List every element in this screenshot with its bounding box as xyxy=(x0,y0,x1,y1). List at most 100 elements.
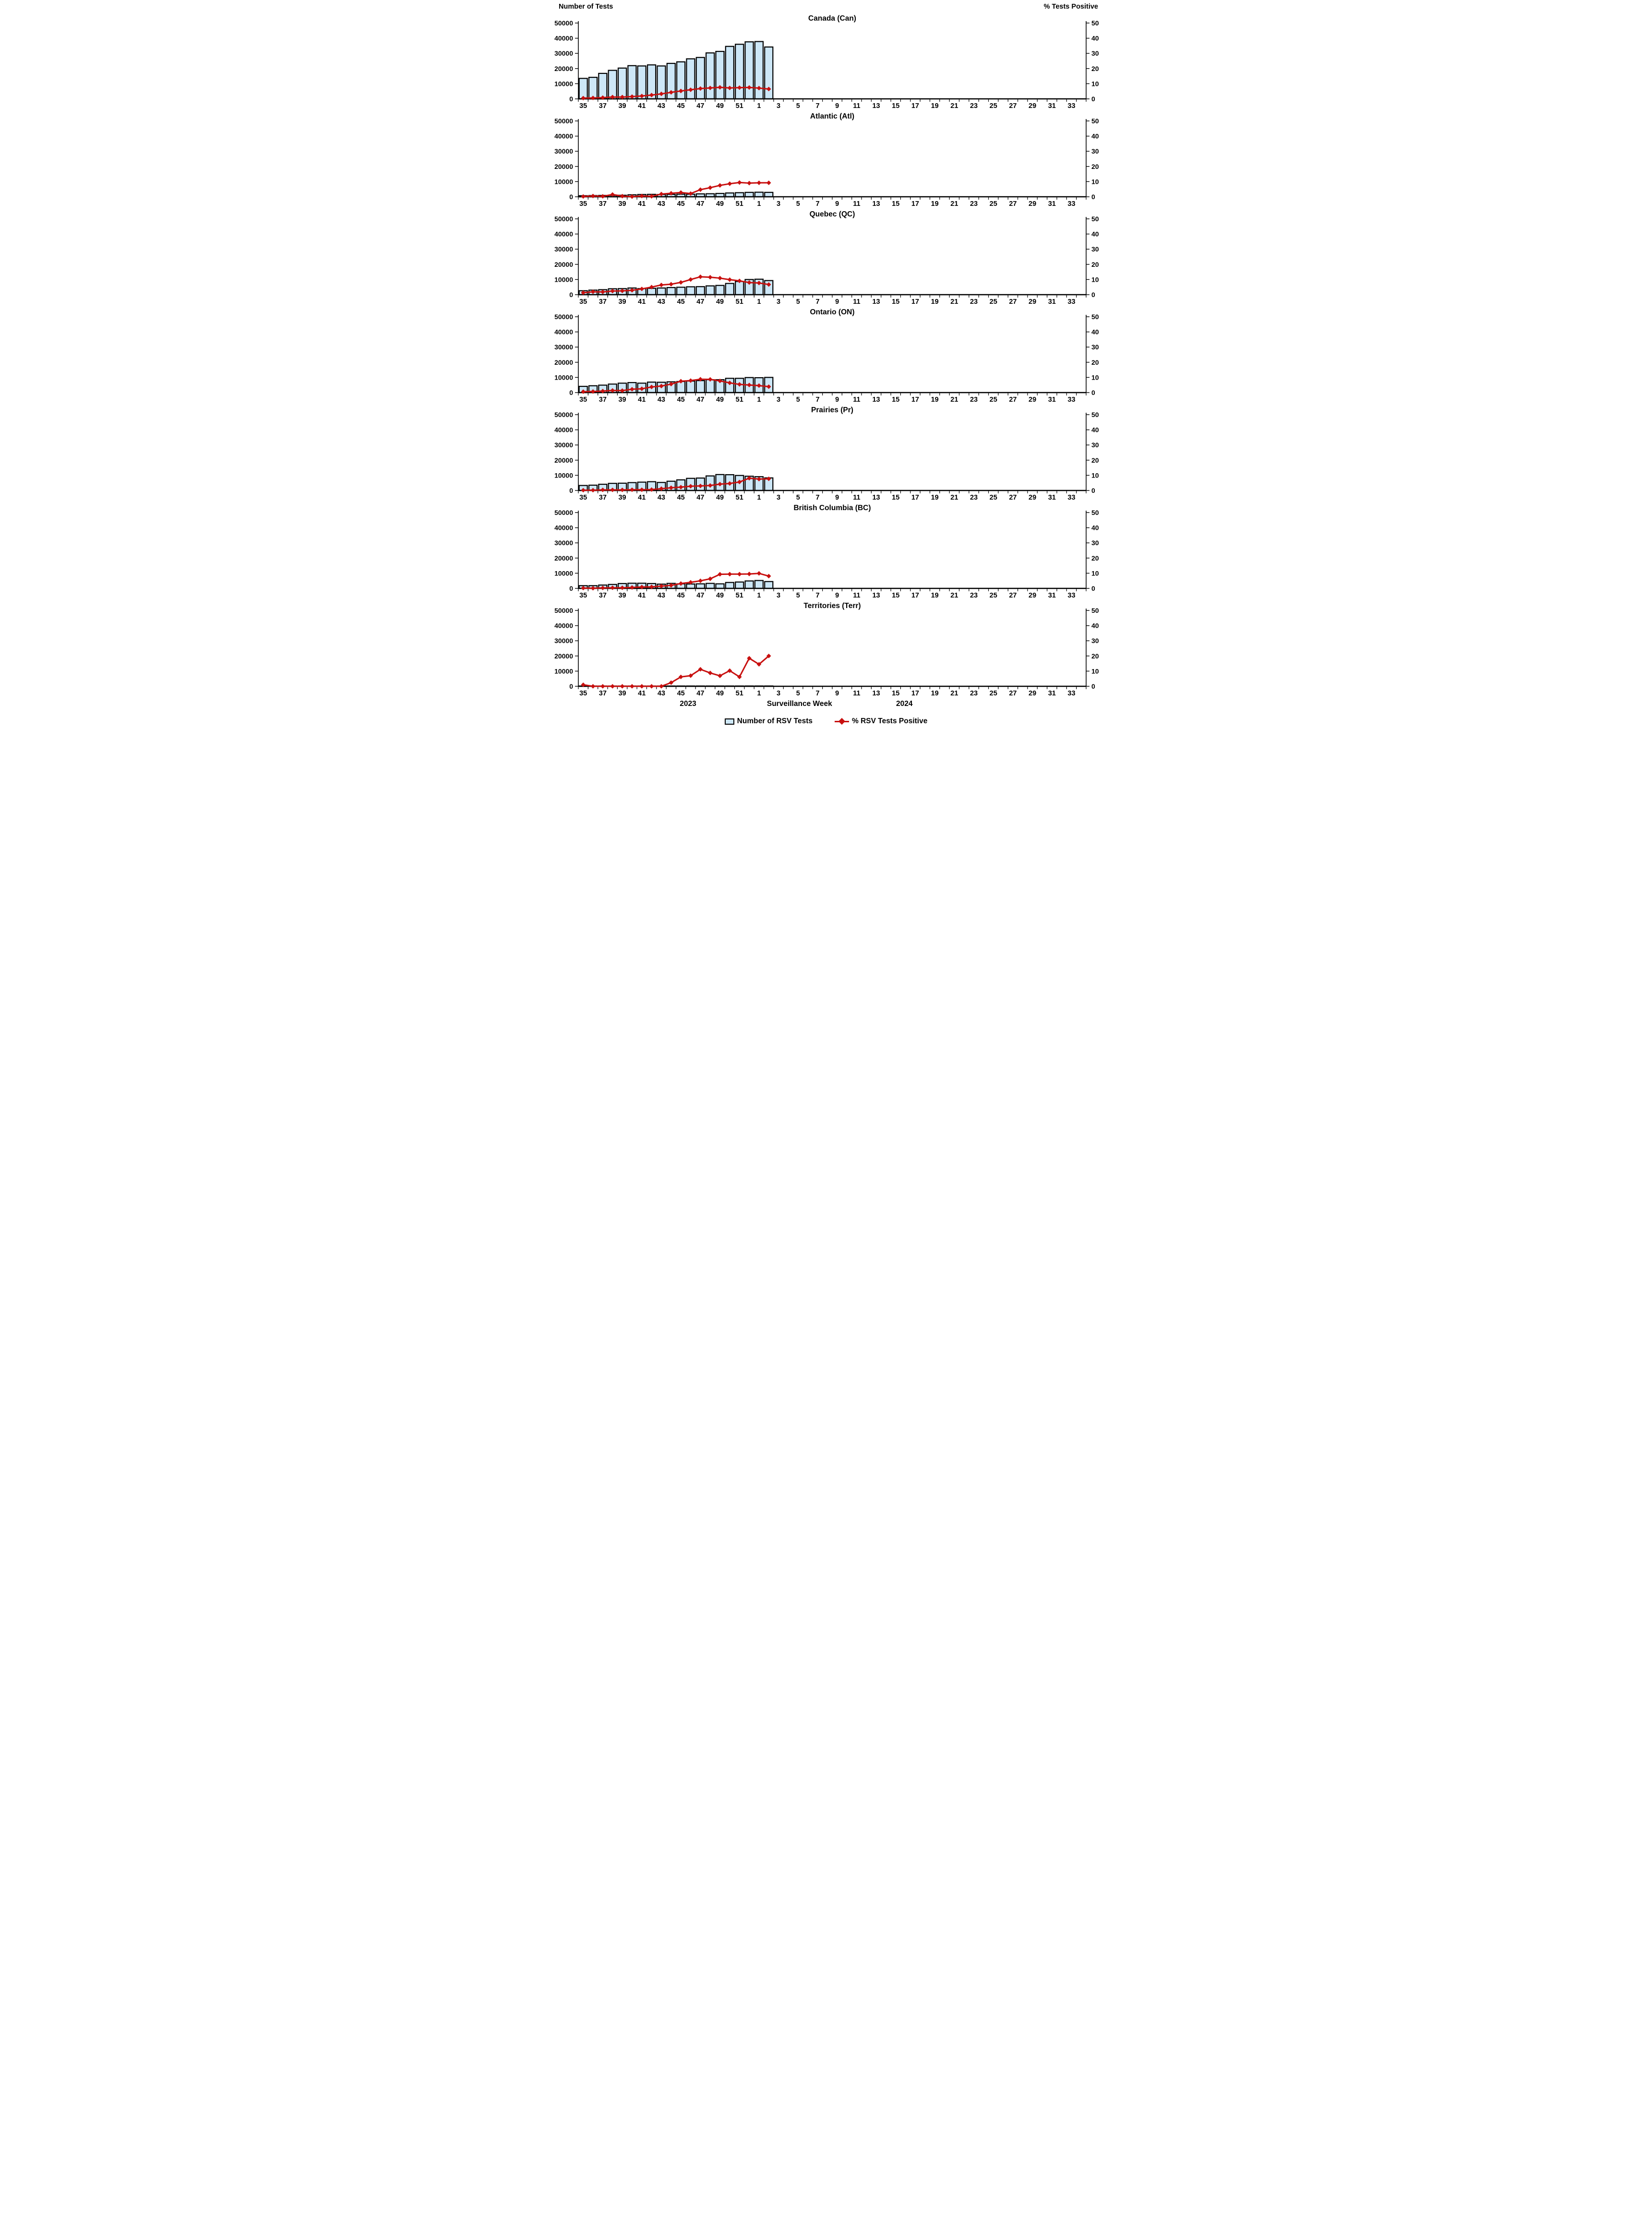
marker-week-40 xyxy=(630,387,634,392)
marker-week-1 xyxy=(756,85,762,91)
marker-week-46 xyxy=(688,191,693,196)
left-tick-label: 50000 xyxy=(554,313,573,321)
bar-week-48 xyxy=(706,583,715,589)
x-tick-label: 43 xyxy=(658,494,665,502)
panel-quebec: Quebec (QC) 0 10000 20000 30000 40000 50000 0 10… xyxy=(550,209,1102,307)
x-tick-label: 9 xyxy=(835,690,839,697)
marker-week-37 xyxy=(600,684,605,689)
x-tick-label: 21 xyxy=(950,494,958,502)
x-tick-label: 27 xyxy=(1009,690,1017,697)
right-tick-label: 30 xyxy=(1091,637,1099,645)
marker-week-43 xyxy=(659,91,664,96)
pct-positive-line xyxy=(583,655,769,687)
x-tick-label: 33 xyxy=(1067,102,1075,110)
left-tick-label: 40000 xyxy=(554,524,573,532)
left-tick-label: 30000 xyxy=(554,245,573,253)
left-tick-label: 40000 xyxy=(554,328,573,336)
x-tick-label: 31 xyxy=(1048,102,1056,110)
x-tick-label: 7 xyxy=(815,592,819,599)
marker-week-36 xyxy=(590,193,596,199)
x-tick-label: 49 xyxy=(716,298,724,306)
marker-week-1 xyxy=(756,662,762,667)
x-tick-label: 37 xyxy=(599,396,607,404)
x-tick-label: 9 xyxy=(835,494,839,502)
x-tick-label: 51 xyxy=(736,102,743,110)
x-tick-label: 1 xyxy=(757,690,761,697)
marker-week-40 xyxy=(630,487,634,492)
x-tick-label: 49 xyxy=(716,592,724,599)
x-tick-label: 11 xyxy=(853,494,860,502)
x-tick-label: 17 xyxy=(911,102,919,110)
x-tick-label: 13 xyxy=(872,592,880,599)
marker-week-44 xyxy=(669,382,674,387)
chart-canvas-territories: Territories (Terr) 0 10000 20000 30000 40000 5… xyxy=(554,602,1099,697)
left-tick-label: 20000 xyxy=(554,456,573,464)
marker-week-1 xyxy=(756,180,762,185)
x-tick-label: 3 xyxy=(777,592,780,599)
right-tick-label: 0 xyxy=(1091,193,1095,201)
marker-week-46 xyxy=(688,378,693,383)
x-tick-label: 5 xyxy=(796,200,800,208)
bar-week-50 xyxy=(725,46,735,100)
x-tick-label: 43 xyxy=(658,298,665,306)
x-tick-label: 47 xyxy=(696,494,704,502)
x-tick-label: 23 xyxy=(970,102,978,110)
x-tick-label: 51 xyxy=(736,200,743,208)
pct-positive-markers xyxy=(581,571,771,591)
bar-week-52 xyxy=(744,580,754,589)
marker-week-51 xyxy=(737,572,742,577)
right-tick-label: 0 xyxy=(1091,95,1095,103)
bar-week-48 xyxy=(706,52,715,100)
x-tick-label: 25 xyxy=(990,396,997,404)
marker-week-51 xyxy=(737,479,742,485)
marker-week-39 xyxy=(620,288,625,293)
bar-week-46 xyxy=(686,58,695,100)
marker-week-40 xyxy=(630,194,634,199)
left-tick-label: 40000 xyxy=(554,230,573,238)
x-tick-label: 47 xyxy=(696,102,704,110)
x-tick-label: 23 xyxy=(970,690,978,697)
x-tick-label: 47 xyxy=(696,690,704,697)
x-tick-label: 29 xyxy=(1029,102,1036,110)
left-tick-label: 0 xyxy=(569,487,573,494)
x-tick-label: 9 xyxy=(835,396,839,404)
bar-week-46 xyxy=(686,286,695,296)
x-tick-label: 37 xyxy=(599,494,607,502)
marker-week-38 xyxy=(610,95,615,100)
panel-canada: Canada (Can) 0 10000 20000 30000 40000 50000 0 1… xyxy=(550,13,1102,111)
marker-week-51 xyxy=(737,278,742,284)
left-tick-label: 10000 xyxy=(554,178,573,185)
marker-week-49 xyxy=(718,378,722,383)
right-tick-label: 40 xyxy=(1091,524,1099,532)
x-tick-label: 43 xyxy=(658,690,665,697)
left-tick-label: 0 xyxy=(569,585,573,592)
year-label-2024: 2024 xyxy=(896,700,913,708)
chart-canvas-quebec: Quebec (QC) 0 10000 20000 30000 40000 50000 0 10… xyxy=(554,210,1099,306)
panel-title: Prairies (Pr) xyxy=(811,406,853,414)
x-tick-label: 17 xyxy=(911,298,919,306)
bar-week-51 xyxy=(735,44,744,100)
marker-week-37 xyxy=(600,389,605,394)
marker-week-36 xyxy=(590,488,596,493)
marker-week-35 xyxy=(581,389,586,394)
marker-week-41 xyxy=(639,94,645,98)
marker-week-43 xyxy=(659,684,664,689)
left-tick-label: 0 xyxy=(569,389,573,396)
marker-week-38 xyxy=(610,388,615,393)
x-tick-label: 45 xyxy=(677,494,685,502)
bar-week-47 xyxy=(695,286,705,296)
left-tick-label: 40000 xyxy=(554,622,573,630)
left-tick-label: 20000 xyxy=(554,261,573,268)
legend-bar-label: Number of RSV Tests xyxy=(737,717,813,725)
marker-week-52 xyxy=(747,382,752,387)
x-tick-label: 33 xyxy=(1067,592,1075,599)
panel-atlantic: Atlantic (Atl) 0 10000 20000 30000 40000 50000… xyxy=(550,111,1102,209)
marker-week-45 xyxy=(678,88,683,94)
left-tick-label: 50000 xyxy=(554,411,573,418)
x-tick-label: 41 xyxy=(638,396,646,404)
x-tick-label: 31 xyxy=(1048,592,1056,599)
right-tick-label: 10 xyxy=(1091,178,1099,185)
legend-line-swatch xyxy=(834,717,849,725)
x-tick-label: 19 xyxy=(931,494,939,502)
x-tick-label: 17 xyxy=(911,200,919,208)
